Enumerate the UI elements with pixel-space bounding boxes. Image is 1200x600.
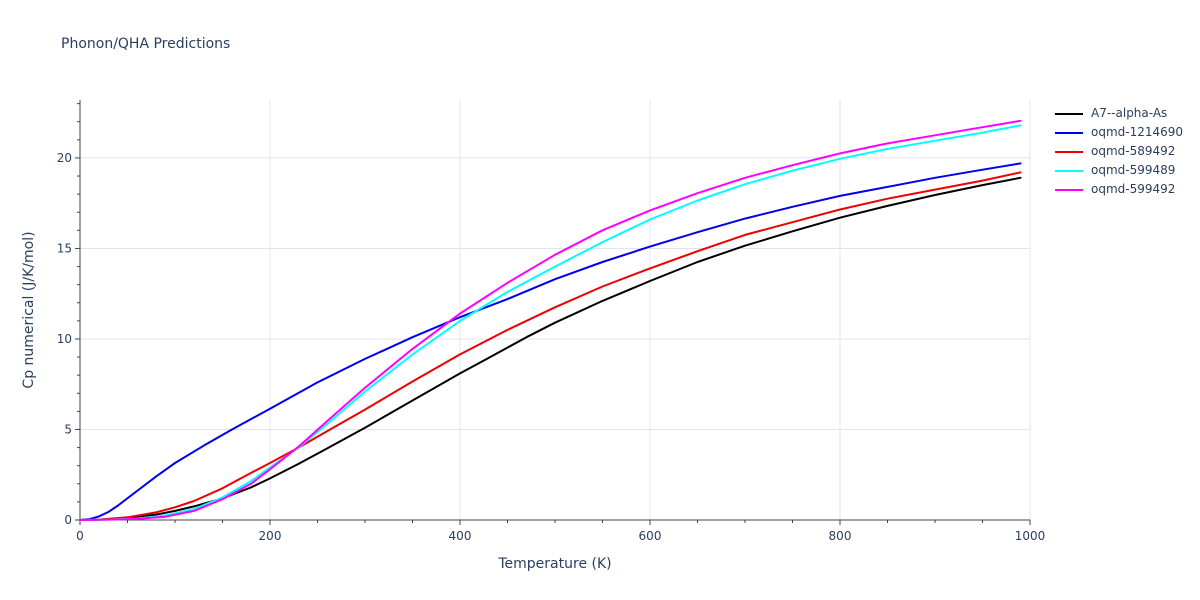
grid-lines: [80, 100, 1031, 520]
x-tick-label: 800: [829, 529, 852, 543]
series-line-oqmd-599492: [79, 119, 1022, 521]
x-tick-label: 200: [259, 529, 282, 543]
series-lines: [79, 119, 1022, 521]
legend-item[interactable]: oqmd-599492: [1053, 180, 1183, 199]
legend-swatch: [1055, 169, 1083, 172]
tick-labels: 0 200 400 600 800 1000 0 5 10 15 20: [57, 151, 1046, 543]
legend-item[interactable]: A7--alpha-As: [1053, 104, 1183, 123]
x-tick-label: 0: [76, 529, 84, 543]
legend-item[interactable]: oqmd-589492: [1053, 142, 1183, 161]
legend-label: A7--alpha-As: [1091, 106, 1168, 120]
series-line-oqmd-589492: [79, 171, 1022, 521]
y-axis-label: Cp numerical (J/K/mol): [21, 231, 37, 388]
legend-swatch: [1055, 150, 1083, 153]
y-tick-label: 5: [64, 422, 72, 436]
legend-label: oqmd-599489: [1091, 163, 1176, 177]
axes: [75, 100, 1031, 525]
series-line-a7-alpha-as: [79, 176, 1022, 521]
y-tick-label: 20: [57, 151, 72, 165]
legend-label: oqmd-1214690: [1091, 125, 1184, 139]
y-tick-label: 15: [57, 241, 72, 255]
legend-label: oqmd-589492: [1091, 144, 1176, 158]
legend-swatch: [1055, 188, 1083, 191]
legend-swatch: [1055, 112, 1083, 115]
y-tick-label: 10: [57, 332, 72, 346]
chart-title: Phonon/QHA Predictions: [61, 36, 231, 52]
series-line-oqmd-599489: [79, 124, 1022, 521]
series-line-oqmd-1214690: [79, 162, 1022, 521]
legend-label: oqmd-599492: [1091, 182, 1176, 196]
x-tick-label: 1000: [1015, 529, 1046, 543]
legend: A7--alpha-As oqmd-1214690 oqmd-589492 oqmd-…: [1053, 104, 1183, 199]
x-tick-label: 400: [449, 529, 472, 543]
x-axis-label: Temperature (K): [497, 556, 611, 572]
legend-item[interactable]: oqmd-599489: [1053, 161, 1183, 180]
legend-item[interactable]: oqmd-1214690: [1053, 123, 1183, 142]
y-tick-label: 0: [64, 513, 72, 527]
legend-swatch: [1055, 131, 1083, 134]
x-tick-label: 600: [639, 529, 662, 543]
